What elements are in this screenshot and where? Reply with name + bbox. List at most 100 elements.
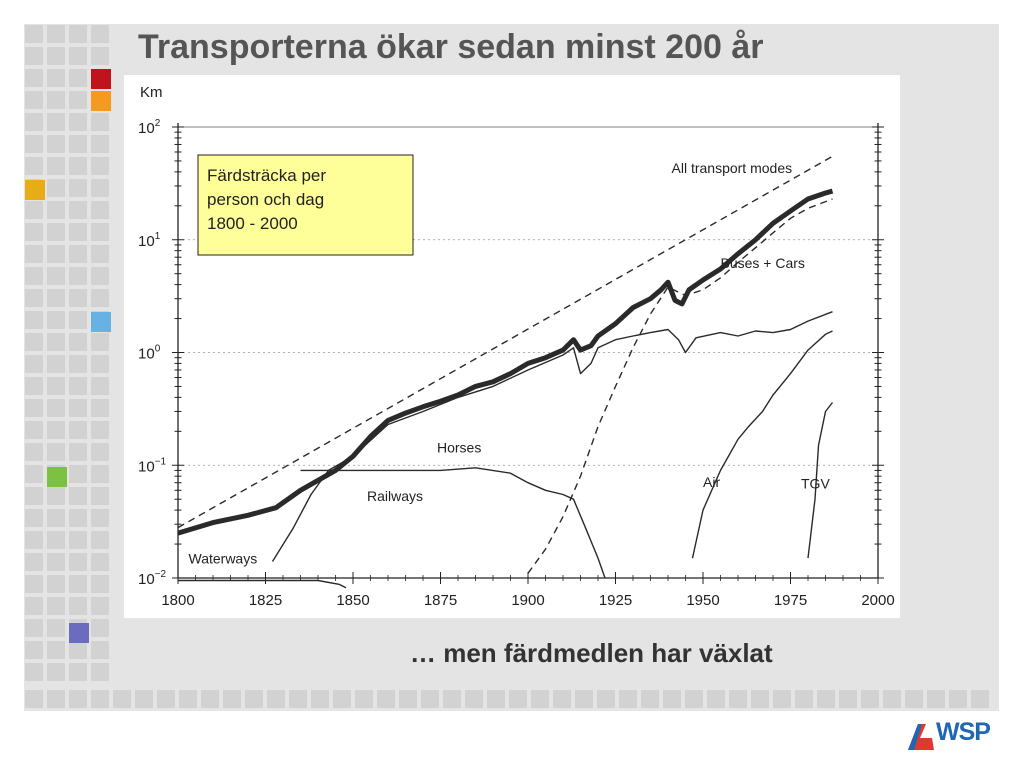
series-all-transport-modes — [177, 188, 834, 536]
grid-square — [927, 690, 945, 708]
grid-square — [25, 69, 43, 87]
grid-square — [69, 289, 87, 307]
grid-square — [69, 421, 87, 439]
grid-square — [69, 267, 87, 285]
grid-square — [619, 690, 637, 708]
grid-square — [69, 641, 87, 659]
grid-square — [91, 289, 109, 307]
grid-square — [47, 223, 65, 241]
grid-square — [25, 333, 43, 351]
grid-square — [817, 690, 835, 708]
grid-square — [91, 509, 109, 527]
series-label: TGV — [801, 476, 830, 492]
grid-square — [465, 690, 483, 708]
y-axis-label: Km — [140, 84, 163, 101]
x-tick-label: 1825 — [249, 592, 282, 609]
grid-square — [25, 201, 43, 219]
grid-square — [25, 113, 43, 131]
grid-square — [69, 443, 87, 461]
grid-square — [91, 443, 109, 461]
grid-square — [25, 663, 43, 681]
grid-square — [47, 421, 65, 439]
grid-square — [267, 690, 285, 708]
grid-square — [47, 531, 65, 549]
grid-square — [47, 157, 65, 175]
grid-square — [773, 690, 791, 708]
grid-square — [707, 690, 725, 708]
y-tick-label: 10−2 — [138, 569, 167, 588]
wsp-logo: WSP — [904, 716, 1004, 752]
series-label: Horses — [437, 439, 481, 455]
grid-square — [47, 179, 65, 197]
grid-square — [91, 597, 109, 615]
grid-square — [25, 245, 43, 263]
series-waterways — [178, 579, 347, 589]
grid-square — [69, 690, 87, 708]
grid-square — [25, 377, 43, 395]
grid-square — [861, 690, 879, 708]
wsp-logo-text: WSP — [936, 718, 991, 746]
series-label: All transport modes — [672, 160, 793, 176]
grid-square — [25, 487, 43, 505]
grid-square — [69, 377, 87, 395]
grid-square — [399, 690, 417, 708]
grid-square — [311, 690, 329, 708]
grid-square — [883, 690, 901, 708]
decorative-grid-left — [24, 24, 113, 687]
grid-square — [663, 690, 681, 708]
grid-square — [91, 575, 109, 593]
grid-square — [179, 690, 197, 708]
grid-square — [245, 690, 263, 708]
grid-square — [47, 289, 65, 307]
grid-square — [47, 311, 65, 329]
grid-square — [113, 690, 131, 708]
y-tick-label: 101 — [138, 231, 161, 250]
x-tick-label: 1800 — [161, 592, 194, 609]
chart-legend-box: Färdsträcka per person och dag 1800 - 2000 — [197, 154, 414, 256]
grid-square — [69, 399, 87, 417]
grid-square — [69, 157, 87, 175]
grid-square — [91, 663, 109, 681]
grid-square — [69, 201, 87, 219]
grid-square — [25, 690, 43, 708]
accent-square-blue — [91, 312, 111, 332]
grid-square — [25, 553, 43, 571]
grid-square — [25, 509, 43, 527]
grid-square — [487, 690, 505, 708]
x-tick-label: 2000 — [861, 592, 894, 609]
grid-square — [685, 690, 703, 708]
legend-text-line: 1800 - 2000 — [207, 214, 298, 233]
slide-title: Transporterna ökar sedan minst 200 år — [138, 28, 764, 66]
grid-square — [135, 690, 153, 708]
grid-square — [69, 47, 87, 65]
grid-square — [201, 690, 219, 708]
series-trend-line — [177, 155, 833, 529]
grid-square — [91, 245, 109, 263]
grid-square — [47, 487, 65, 505]
x-tick-label: 1950 — [686, 592, 719, 609]
series-air — [691, 330, 833, 559]
grid-square — [905, 690, 923, 708]
grid-square — [25, 619, 43, 637]
grid-square — [69, 333, 87, 351]
transport-chart: 1800 1825 1850 1875 1900 1925 1950 1975 2000 102 1… — [138, 84, 895, 609]
accent-square-orange — [91, 91, 111, 111]
grid-square — [91, 421, 109, 439]
grid-square — [91, 355, 109, 373]
grid-square — [91, 487, 109, 505]
grid-square — [509, 690, 527, 708]
series-label: Waterways — [189, 550, 258, 566]
grid-square — [47, 619, 65, 637]
grid-square — [47, 91, 65, 109]
grid-square — [69, 69, 87, 87]
legend-text-line: Färdsträcka per — [207, 166, 326, 185]
grid-square — [47, 575, 65, 593]
grid-square — [69, 597, 87, 615]
grid-square — [69, 223, 87, 241]
grid-square — [69, 509, 87, 527]
grid-square — [47, 663, 65, 681]
grid-square — [641, 690, 659, 708]
grid-square — [597, 690, 615, 708]
y-tick-label: 10−1 — [138, 456, 167, 475]
grid-square — [751, 690, 769, 708]
